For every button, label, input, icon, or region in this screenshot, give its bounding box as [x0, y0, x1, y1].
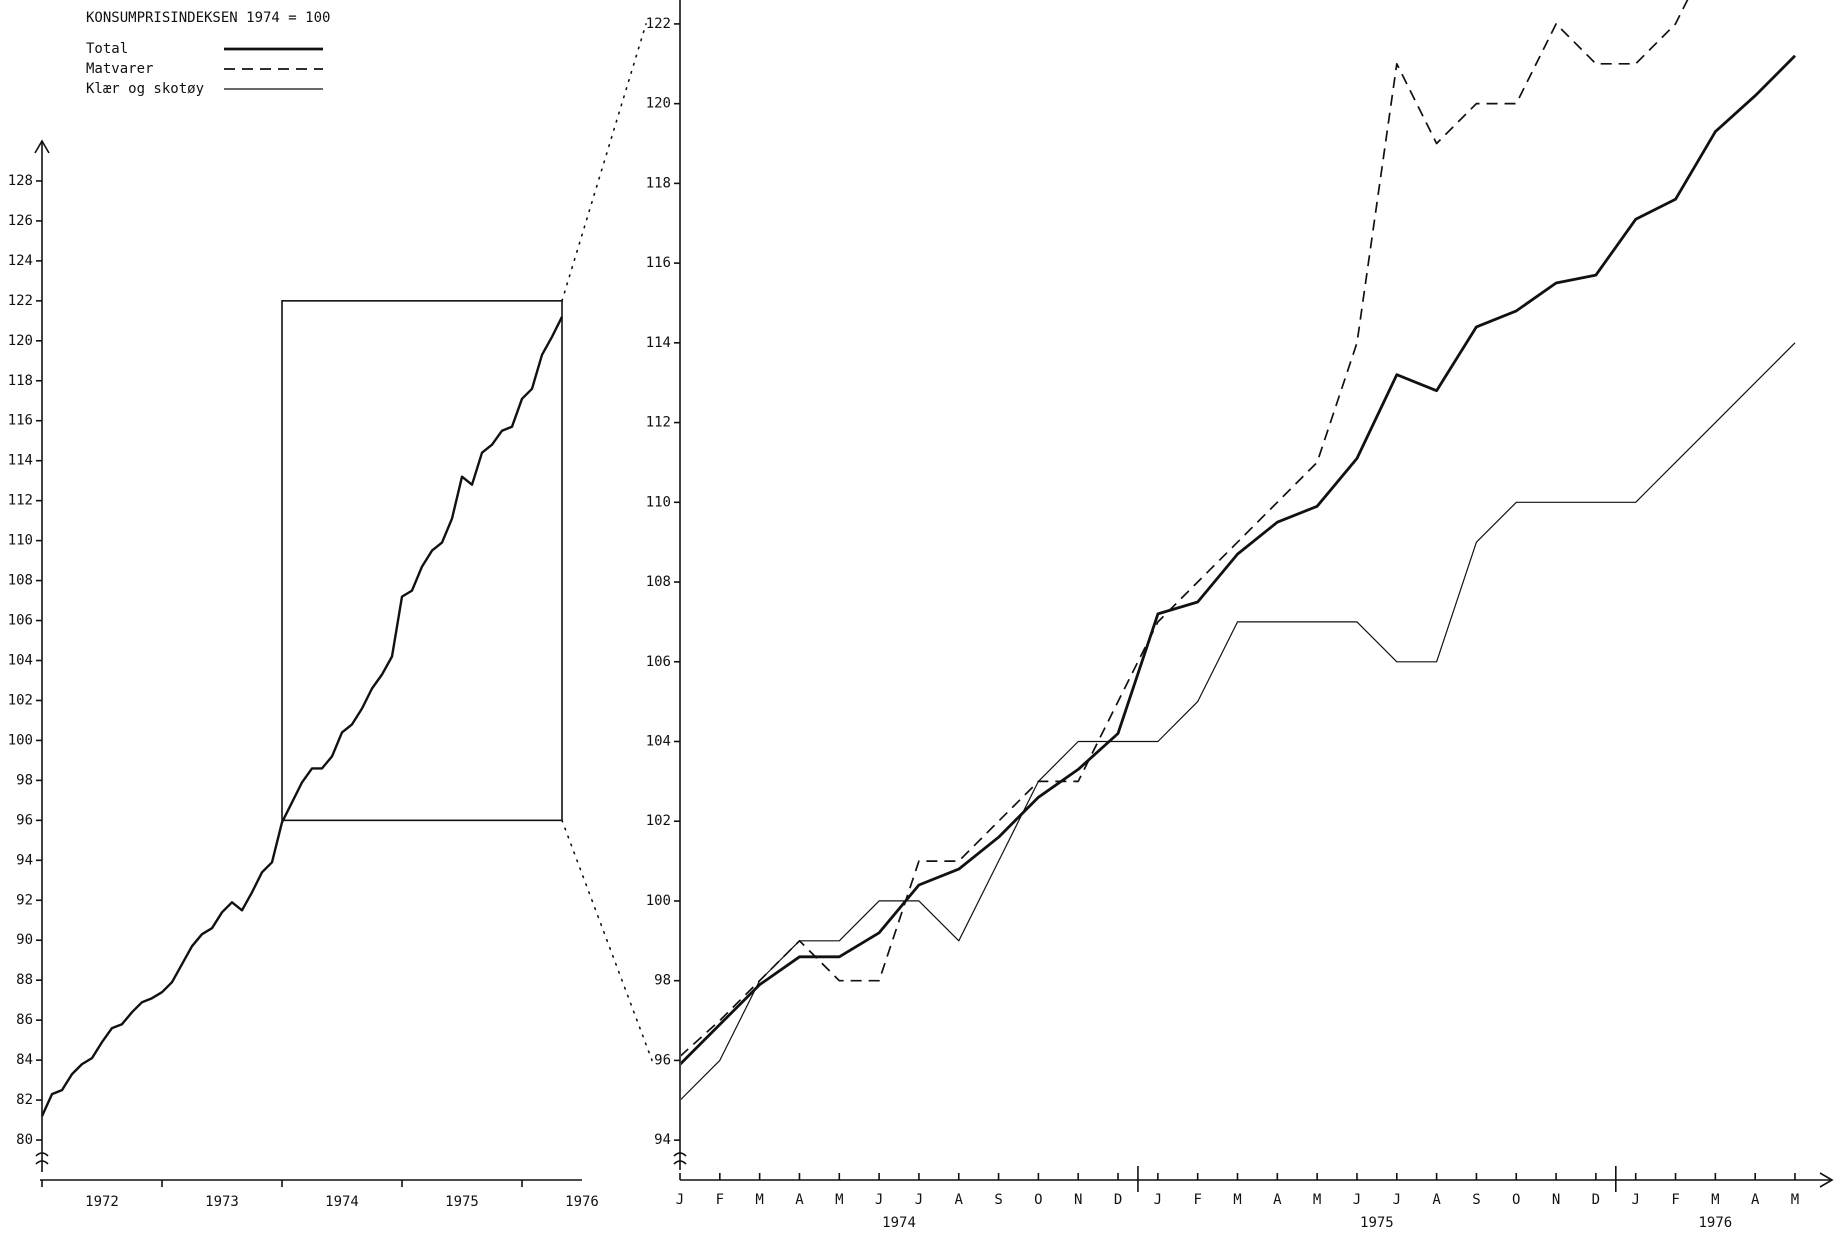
x-tick-label: N [1074, 1192, 1082, 1208]
x-tick-label: F [716, 1192, 724, 1208]
x-tick-label: O [1512, 1192, 1520, 1208]
x-tick-label: A [1432, 1192, 1441, 1208]
x-tick-label: 1975 [445, 1194, 479, 1210]
x-tick-label: J [1353, 1192, 1361, 1208]
x-tick-label: M [1313, 1192, 1321, 1208]
y-tick-label: 112 [8, 493, 33, 509]
year-label: 1976 [1698, 1215, 1732, 1231]
x-tick-label: S [994, 1192, 1002, 1208]
y-tick-label: 82 [16, 1092, 33, 1108]
series-line [681, 342, 1796, 1101]
x-tick-label: N [1552, 1192, 1560, 1208]
y-tick-label: 100 [8, 732, 33, 748]
x-tick-label: 1972 [85, 1194, 119, 1210]
y-tick-label: 102 [646, 813, 671, 829]
x-tick-label: A [1273, 1192, 1282, 1208]
x-tick-label: A [955, 1192, 964, 1208]
x-tick-label: F [1671, 1192, 1679, 1208]
y-tick-label: 84 [16, 1052, 33, 1068]
y-tick-label: 94 [654, 1132, 671, 1148]
x-tick-label: F [1193, 1192, 1201, 1208]
y-tick-label: 90 [16, 932, 33, 948]
y-tick-label: 108 [8, 573, 33, 589]
x-tick-label: S [1472, 1192, 1480, 1208]
chart-title: KONSUMPRISINDEKSEN 1974 = 100 [86, 10, 330, 26]
y-tick-label: 106 [8, 613, 33, 629]
y-tick-label: 88 [16, 972, 33, 988]
y-tick-label: 98 [16, 772, 33, 788]
year-label: 1974 [882, 1215, 916, 1231]
x-tick-label: A [1751, 1192, 1760, 1208]
x-tick-label: M [1791, 1192, 1799, 1208]
series-line [681, 54, 1796, 1066]
x-tick-label: J [1154, 1192, 1162, 1208]
axis-break [673, 1152, 687, 1165]
y-tick-label: 114 [646, 335, 671, 351]
x-tick-label: M [835, 1192, 843, 1208]
y-tick-label: 92 [16, 892, 33, 908]
y-tick-label: 120 [646, 96, 671, 112]
y-tick-label: 94 [16, 852, 33, 868]
x-tick-label: J [875, 1192, 883, 1208]
y-tick-label: 96 [16, 812, 33, 828]
axis-break [35, 1152, 49, 1165]
x-tick-label: 1974 [325, 1194, 359, 1210]
y-tick-label: 114 [8, 453, 33, 469]
legend-label: Klær og skotøy [86, 81, 204, 97]
y-tick-label: 122 [646, 16, 671, 32]
y-tick-label: 120 [8, 333, 33, 349]
y-tick-label: 126 [8, 213, 33, 229]
y-tick-label: 112 [646, 415, 671, 431]
x-tick-label: M [755, 1192, 763, 1208]
x-tick-label: M [1233, 1192, 1241, 1208]
y-tick-label: 86 [16, 1012, 33, 1028]
x-tick-label: 1973 [205, 1194, 239, 1210]
legend-label: Total [86, 41, 128, 57]
legend-label: Matvarer [86, 61, 153, 77]
y-tick-label: 106 [646, 654, 671, 670]
x-tick-label: D [1114, 1192, 1122, 1208]
y-tick-label: 108 [646, 574, 671, 590]
y-tick-label: 104 [8, 653, 33, 669]
zoom-connector [561, 23, 653, 1062]
y-tick-label: 110 [646, 494, 671, 510]
y-tick-label: 98 [654, 973, 671, 989]
y-tick-label: 128 [8, 173, 33, 189]
x-tick-label: M [1711, 1192, 1719, 1208]
x-axis-arrow [1819, 1172, 1834, 1188]
y-tick-label: 96 [654, 1052, 671, 1068]
plot-area [681, 0, 1796, 1101]
x-tick-label: 1976 [565, 1194, 599, 1210]
y-tick-label: 124 [8, 253, 33, 269]
x-tick-label: J [1393, 1192, 1401, 1208]
y-tick-label: 118 [8, 373, 33, 389]
y-tick-label: 118 [646, 175, 671, 191]
x-tick-label: D [1592, 1192, 1600, 1208]
y-tick-label: 116 [8, 413, 33, 429]
x-tick-label: O [1034, 1192, 1042, 1208]
x-tick-label: J [915, 1192, 923, 1208]
series-line [681, 0, 1689, 1057]
x-tick-label: J [1631, 1192, 1639, 1208]
y-tick-label: 110 [8, 533, 33, 549]
y-axis-arrow [34, 139, 50, 154]
y-tick-label: 122 [8, 293, 33, 309]
y-tick-label: 104 [646, 733, 671, 749]
year-label: 1975 [1360, 1215, 1394, 1231]
total-line [40, 316, 564, 1117]
x-tick-label: A [795, 1192, 804, 1208]
y-tick-label: 80 [16, 1132, 33, 1148]
zoom-box [281, 300, 563, 822]
y-tick-label: 102 [8, 692, 33, 708]
y-tick-label: 116 [646, 255, 671, 271]
y-tick-label: 100 [646, 893, 671, 909]
x-tick-label: J [676, 1192, 684, 1208]
